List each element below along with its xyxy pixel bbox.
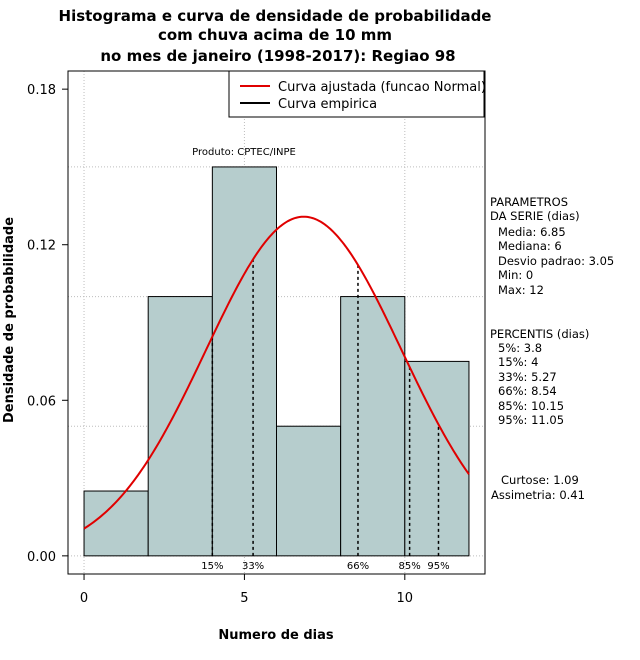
histogram-bar [147,296,213,557]
legend-label-normal: Curva ajustada (funcao Normal) [278,80,486,95]
percentis-item: 33%: 5.27 [498,370,557,384]
y-tick-label: 0.06 [27,394,56,409]
y-axis: 0.00 0.06 0.12 0.18 [27,83,68,565]
parametros-panel: PARAMETROS DA SERIE (dias) Media: 6.85 M… [490,195,614,297]
product-annotation: Produto: CPTEC/INPE [192,147,296,158]
parametros-media: Media: 6.85 [498,225,566,239]
x-tick-label: 0 [80,591,88,606]
parametros-max: Max: 12 [498,283,544,297]
percentis-title: PERCENTIS (dias) [490,327,589,341]
chart-title-line-2: com chuva acima de 10 mm [158,26,392,44]
percentis-item: 15%: 4 [498,355,538,369]
histogram-bar [340,296,406,557]
legend-label-empirical: Curva empirica [278,97,377,112]
y-axis-label: Densidade de probabilidade [2,217,17,423]
x-axis-label: Numero de dias [218,628,334,643]
percentis-item: 85%: 10.15 [498,399,564,413]
percentile-label: 15% [201,561,223,572]
parametros-title-1: PARAMETROS [490,195,568,209]
histogram-bar [276,425,342,557]
histogram-bars [83,166,470,557]
parametros-min: Min: 0 [498,268,533,282]
normal-curve-line [83,215,470,530]
y-tick-label: 0.00 [27,550,56,565]
parametros-title-2: DA SERIE (dias) [490,209,580,223]
percentile-label: 33% [242,561,264,572]
x-tick-label: 5 [240,591,248,606]
chart-title-line-3: no mes de janeiro (1998-2017): Regiao 98 [100,47,455,65]
percentile-label: 66% [347,561,369,572]
y-tick-label: 0.12 [27,239,56,254]
x-axis: 0 5 10 [80,574,413,606]
percentis-panel: PERCENTIS (dias) 5%: 3.8 15%: 4 33%: 5.2… [490,327,589,427]
percentile-label: 85% [399,561,421,572]
parametros-mediana: Mediana: 6 [498,239,562,253]
legend: Curva ajustada (funcao Normal) Curva emp… [228,70,486,118]
percentile-lines: 15% 33% 66% 85% 95% [201,259,450,572]
x-tick-label: 10 [397,591,414,606]
y-tick-label: 0.18 [27,83,56,98]
legend-box [228,70,485,118]
histogram-bar [211,166,278,557]
curtose-value: Curtose: 1.09 [501,473,579,487]
chart-title-line-1: Histograma e curva de densidade de proba… [59,7,492,25]
percentile-label: 95% [427,561,449,572]
percentis-item: 66%: 8.54 [498,384,557,398]
assimetria-value: Assimetria: 0.41 [491,488,585,502]
parametros-desvio: Desvio padrao: 3.05 [498,254,614,268]
percentis-item: 5%: 3.8 [498,341,542,355]
percentis-item: 95%: 11.05 [498,413,564,427]
